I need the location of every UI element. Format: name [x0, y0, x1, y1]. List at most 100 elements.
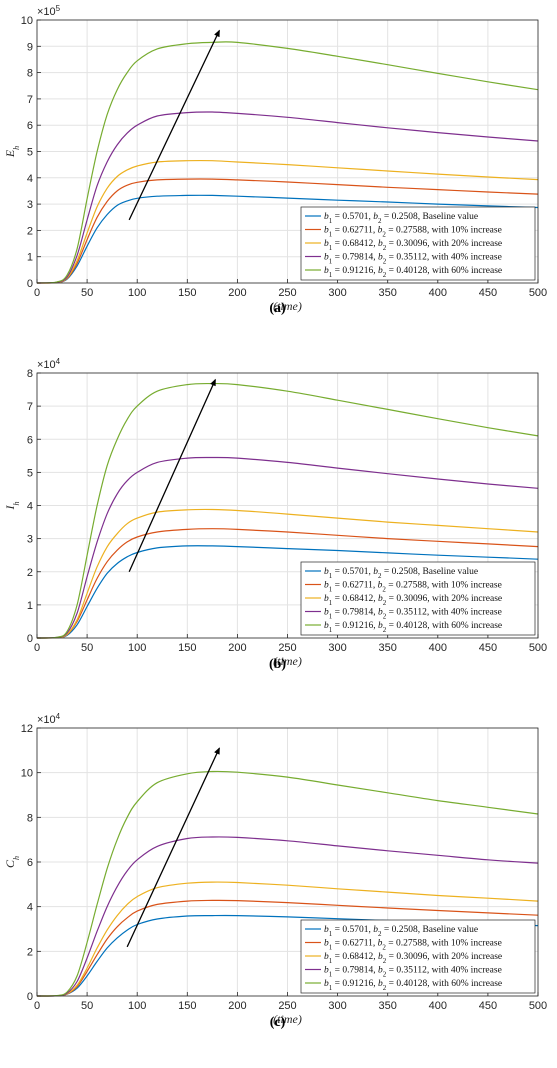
y-tick-label: 2 [27, 225, 33, 237]
y-tick-label: 8 [27, 812, 33, 824]
x-tick-label: 150 [178, 287, 196, 299]
legend-entry: b1 = 0.5701, b2 = 0.2508, Baseline value [324, 925, 478, 938]
y-tick-label: 6 [27, 120, 33, 132]
x-tick-label: 200 [228, 1000, 246, 1012]
y-tick-label: 0 [27, 278, 33, 290]
x-tick-label: 500 [529, 1000, 547, 1012]
y-tick-label: 7 [27, 94, 33, 106]
x-tick-label: 50 [81, 642, 93, 654]
y-tick-label: 0 [27, 633, 33, 645]
legend-entry: b1 = 0.79814, b2 = 0.35112, with 40% inc… [324, 253, 502, 266]
legend-entry: b1 = 0.79814, b2 = 0.35112, with 40% inc… [324, 966, 502, 979]
legend-entry: b1 = 0.5701, b2 = 0.2508, Baseline value [324, 567, 478, 580]
series-line-3 [36, 508, 539, 639]
x-tick-label: 450 [479, 642, 497, 654]
legend-entry: b1 = 0.68412, b2 = 0.30096, with 20% inc… [324, 239, 502, 252]
x-tick-label: 300 [328, 1000, 346, 1012]
y-tick-label: 1 [27, 252, 33, 264]
x-tick-label: 500 [529, 287, 547, 299]
trend-arrow [128, 29, 220, 221]
x-tick-label: 500 [529, 642, 547, 654]
legend-entry: b1 = 0.79814, b2 = 0.35112, with 40% inc… [324, 608, 502, 621]
trend-arrow [126, 747, 220, 948]
x-tick-label: 50 [81, 287, 93, 299]
y-tick-label: 9 [27, 41, 33, 53]
axis-multiplier: ×105 [37, 4, 61, 19]
x-tick-label: 150 [178, 1000, 196, 1012]
y-tick-label: 4 [27, 902, 33, 914]
y-tick-label: 7 [27, 401, 33, 413]
x-tick-label: 400 [429, 642, 447, 654]
y-axis-label: Ih [3, 502, 21, 511]
series-line-5 [36, 770, 539, 997]
y-tick-label: 6 [27, 857, 33, 869]
x-tick-label: 350 [379, 287, 397, 299]
x-tick-label: 100 [128, 1000, 146, 1012]
legend-entry: b1 = 0.91216, b2 = 0.40128, with 60% inc… [324, 621, 502, 634]
x-tick-label: 300 [328, 287, 346, 299]
series-line-4 [36, 456, 539, 639]
x-tick-label: 100 [128, 287, 146, 299]
x-tick-label: 250 [278, 287, 296, 299]
chart-panel-2: 0 50 100 150 200 250 300 350 400 450 500 0 1 2 3 4 5 6 7 8 ×… [3, 357, 547, 673]
y-tick-label: 12 [21, 723, 33, 735]
x-tick-label: 200 [228, 287, 246, 299]
series-line-5 [36, 41, 539, 284]
series-line-3 [36, 881, 539, 997]
legend-entry: b1 = 0.91216, b2 = 0.40128, with 60% inc… [324, 979, 502, 992]
x-axis-label: (time) [273, 299, 302, 313]
y-tick-label: 5 [27, 467, 33, 479]
x-tick-label: 150 [178, 642, 196, 654]
axis-multiplier: ×104 [37, 712, 61, 727]
series-line-5 [36, 382, 539, 639]
y-tick-label: 2 [27, 946, 33, 958]
series-line-1 [36, 194, 539, 284]
series-line-1 [36, 545, 539, 639]
series-line-3 [36, 159, 539, 284]
legend-box [300, 919, 536, 994]
x-tick-label: 0 [34, 1000, 40, 1012]
y-tick-label: 0 [27, 991, 33, 1003]
y-tick-label: 10 [21, 768, 33, 780]
chart-panel-3: 0 50 100 150 200 250 300 350 400 450 500 0 2 4 6 8 10 12 ×… [3, 712, 547, 1031]
y-tick-label: 8 [27, 368, 33, 380]
series-line-4 [36, 111, 539, 284]
y-axis-label: Eh [3, 146, 21, 158]
y-tick-label: 1 [27, 600, 33, 612]
y-axis-label: Ch [3, 856, 21, 868]
legend-entry: b1 = 0.5701, b2 = 0.2508, Baseline value [324, 212, 478, 225]
x-tick-label: 250 [278, 642, 296, 654]
series-line-2 [36, 178, 539, 284]
legend-entry: b1 = 0.68412, b2 = 0.30096, with 20% inc… [324, 594, 502, 607]
x-axis-label: (time) [273, 1012, 302, 1026]
legend-entry: b1 = 0.62711, b2 = 0.27588, with 10% inc… [324, 581, 502, 594]
x-tick-label: 100 [128, 642, 146, 654]
y-tick-label: 2 [27, 567, 33, 579]
legend-box [300, 206, 536, 281]
legend-entry: b1 = 0.91216, b2 = 0.40128, with 60% inc… [324, 266, 502, 279]
x-axis-label: (time) [273, 654, 302, 668]
y-tick-label: 8 [27, 68, 33, 80]
legend-box [300, 561, 536, 636]
axis-multiplier: ×104 [37, 357, 61, 372]
panel-caption: (b) [269, 657, 286, 672]
y-tick-label: 3 [27, 199, 33, 211]
series-line-4 [36, 836, 539, 997]
panel-caption: (a) [269, 301, 286, 316]
x-tick-label: 300 [328, 642, 346, 654]
x-tick-label: 450 [479, 287, 497, 299]
chart-panel-1: 0 50 100 150 200 250 300 350 400 450 500 0 1 2 3 4 5 6 7 8 9… [3, 4, 547, 317]
y-tick-label: 3 [27, 534, 33, 546]
trend-arrow [128, 378, 216, 573]
x-tick-label: 0 [34, 642, 40, 654]
legend-entry: b1 = 0.62711, b2 = 0.27588, with 10% inc… [324, 226, 502, 239]
x-tick-label: 400 [429, 287, 447, 299]
x-tick-label: 350 [379, 1000, 397, 1012]
y-tick-label: 6 [27, 434, 33, 446]
y-tick-label: 4 [27, 173, 33, 185]
legend-entry: b1 = 0.62711, b2 = 0.27588, with 10% inc… [324, 939, 502, 952]
x-tick-label: 50 [81, 1000, 93, 1012]
x-tick-label: 400 [429, 1000, 447, 1012]
legend-entry: b1 = 0.68412, b2 = 0.30096, with 20% inc… [324, 952, 502, 965]
y-tick-label: 5 [27, 147, 33, 159]
